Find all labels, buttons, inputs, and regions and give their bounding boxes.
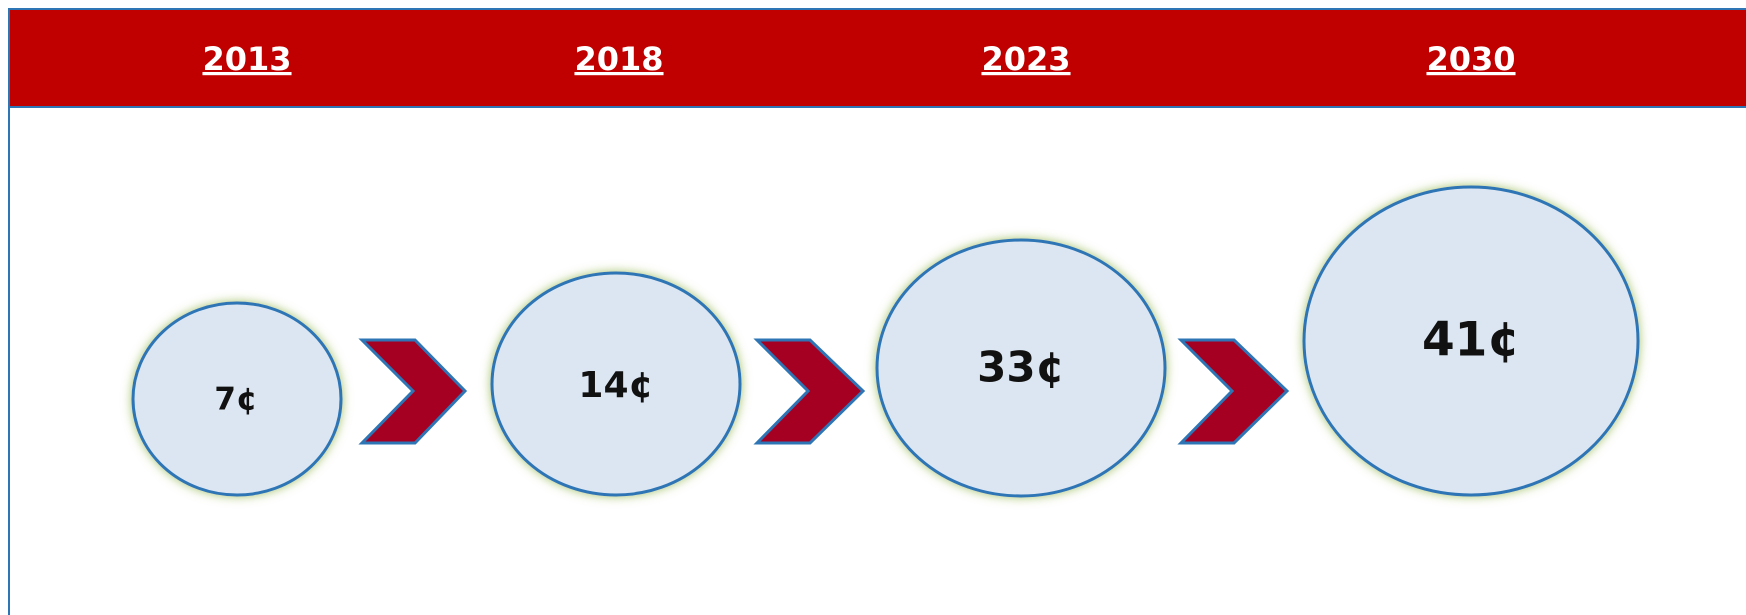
stage-circle bbox=[875, 238, 1167, 498]
stage-value: 14¢ bbox=[578, 365, 653, 406]
chevron-arrow bbox=[753, 338, 866, 445]
chevron-arrow bbox=[1177, 338, 1290, 445]
year-label: 2030 bbox=[1426, 40, 1515, 78]
year-label: 2018 bbox=[574, 40, 663, 78]
stage-circle bbox=[131, 301, 343, 497]
stage-circle bbox=[490, 271, 742, 497]
stage-value: 33¢ bbox=[977, 343, 1065, 392]
year-label: 2023 bbox=[981, 40, 1070, 78]
year-label: 2013 bbox=[202, 40, 291, 78]
stage-value: 7¢ bbox=[214, 382, 257, 418]
chevron-arrow bbox=[358, 338, 468, 445]
stage-value: 41¢ bbox=[1422, 313, 1520, 368]
header-bar bbox=[10, 10, 1746, 107]
stage-circle bbox=[1302, 185, 1640, 497]
